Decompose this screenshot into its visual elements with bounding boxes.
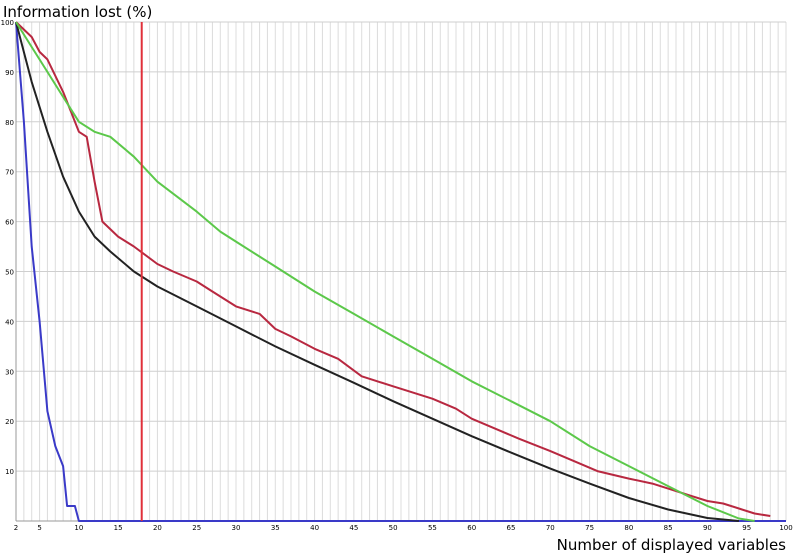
x-tick-label: 15 [114, 524, 123, 532]
y-tick-label: 100 [1, 19, 14, 27]
y-tick-label: 90 [5, 69, 14, 77]
grid [15, 21, 787, 521]
y-tick-label: 60 [5, 219, 14, 227]
x-tick-label: 40 [310, 524, 319, 532]
series-line-3 [15, 21, 771, 517]
y-tick-label: 30 [5, 368, 14, 376]
y-tick-label: 10 [5, 468, 14, 476]
series-line-1 [15, 21, 786, 522]
x-tick-label: 2 [14, 524, 18, 532]
x-tick-label: 45 [349, 524, 358, 532]
y-tick-label: 20 [5, 418, 14, 426]
x-tick-label: 80 [624, 524, 633, 532]
x-tick-label: 20 [153, 524, 162, 532]
x-tick-label: 55 [428, 524, 437, 532]
x-tick-label: 5 [37, 524, 41, 532]
x-tick-label: 30 [232, 524, 241, 532]
x-tick-label: 60 [467, 524, 476, 532]
x-tick-label: 10 [74, 524, 83, 532]
x-tick-label: 75 [585, 524, 594, 532]
x-tick-label: 70 [546, 524, 555, 532]
x-tick-label: 35 [271, 524, 280, 532]
x-tick-label: 85 [664, 524, 673, 532]
x-tick-label: 95 [742, 524, 751, 532]
x-tick-label: 50 [389, 524, 398, 532]
y-tick-label: 80 [5, 119, 14, 127]
series-line-2 [15, 21, 739, 522]
x-axis-label: Number of displayed variables [557, 536, 787, 554]
y-axis-label: Information lost (%) [3, 3, 152, 21]
y-tick-label: 40 [5, 318, 14, 326]
x-tick-label: 25 [192, 524, 201, 532]
x-tick-label: 65 [507, 524, 516, 532]
series-line-4 [15, 21, 755, 522]
y-tick-label: 70 [5, 169, 14, 177]
x-tick-label: 90 [703, 524, 712, 532]
x-tick-label: 100 [779, 524, 792, 532]
y-tick-label: 50 [5, 269, 14, 277]
series-group [15, 21, 786, 522]
